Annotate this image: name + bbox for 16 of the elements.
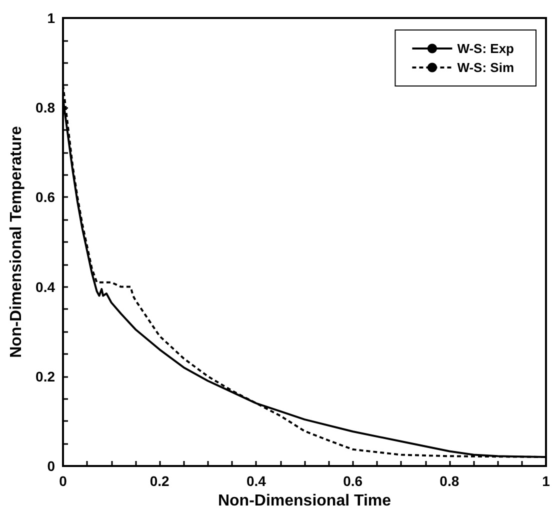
y-tick-label: 0.2 xyxy=(36,368,56,384)
y-tick-label: 0 xyxy=(47,458,56,474)
y-tick-label: 1 xyxy=(47,10,56,26)
y-tick-label: 0.6 xyxy=(36,189,56,206)
x-tick-label: 0.2 xyxy=(150,473,170,489)
x-tick-label: 1 xyxy=(542,473,550,489)
legend-label: W-S: Sim xyxy=(457,60,514,75)
y-axis-title: Non-Dimensional Temperature xyxy=(8,126,26,358)
x-tick-label: 0 xyxy=(59,473,68,489)
x-axis-title: Non-Dimensional Time xyxy=(218,492,392,510)
y-tick-label: 0.4 xyxy=(36,278,56,295)
x-tick-label: 0.4 xyxy=(246,473,266,489)
x-tick-label: 0.6 xyxy=(343,473,363,489)
legend-label: W-S: Exp xyxy=(457,41,514,56)
x-tick-label: 0.8 xyxy=(440,473,460,489)
y-tick-label: 0.8 xyxy=(36,100,56,116)
